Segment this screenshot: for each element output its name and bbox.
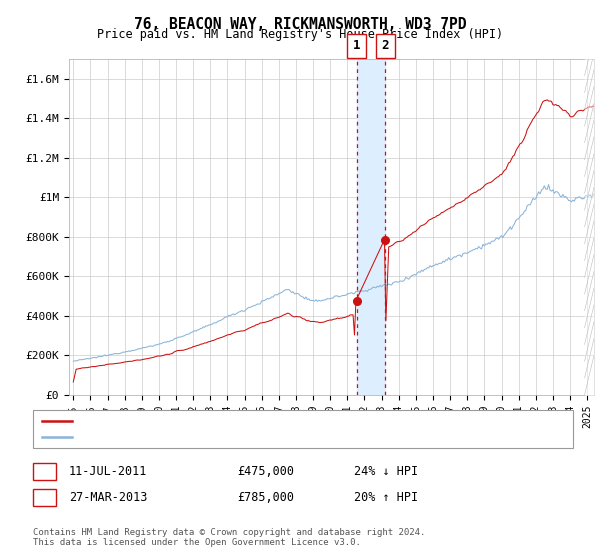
Text: £785,000: £785,000 bbox=[237, 491, 294, 505]
Text: 2: 2 bbox=[41, 491, 48, 505]
Text: 1: 1 bbox=[41, 465, 48, 478]
Text: 24% ↓ HPI: 24% ↓ HPI bbox=[354, 465, 418, 478]
Text: Price paid vs. HM Land Registry's House Price Index (HPI): Price paid vs. HM Land Registry's House … bbox=[97, 28, 503, 41]
Text: HPI: Average price, detached house, Three Rivers: HPI: Average price, detached house, Thre… bbox=[78, 432, 378, 442]
Text: 20% ↑ HPI: 20% ↑ HPI bbox=[354, 491, 418, 505]
Text: 2: 2 bbox=[382, 39, 389, 53]
Text: £475,000: £475,000 bbox=[237, 465, 294, 478]
Text: 27-MAR-2013: 27-MAR-2013 bbox=[69, 491, 148, 505]
Bar bbox=[356, 59, 385, 395]
Text: 1: 1 bbox=[353, 39, 361, 53]
Text: 76, BEACON WAY, RICKMANSWORTH, WD3 7PD (detached house): 76, BEACON WAY, RICKMANSWORTH, WD3 7PD (… bbox=[78, 416, 422, 426]
Text: 76, BEACON WAY, RICKMANSWORTH, WD3 7PD: 76, BEACON WAY, RICKMANSWORTH, WD3 7PD bbox=[134, 17, 466, 32]
Text: 11-JUL-2011: 11-JUL-2011 bbox=[69, 465, 148, 478]
Text: Contains HM Land Registry data © Crown copyright and database right 2024.
This d: Contains HM Land Registry data © Crown c… bbox=[33, 528, 425, 547]
